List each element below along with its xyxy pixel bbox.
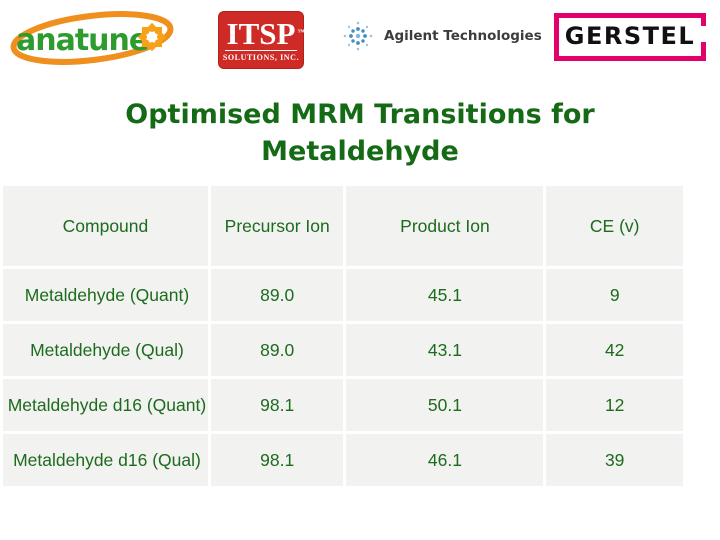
- col-header-product-ion: Product Ion: [346, 186, 544, 266]
- itsp-divider: [225, 49, 297, 51]
- itsp-name-text: ITSP: [226, 15, 296, 51]
- col-header-compound: Compound: [3, 186, 208, 266]
- cell-compound: Metaldehyde d16 (Qual): [3, 434, 208, 486]
- page-title: Optimised MRM Transitions for Metaldehyd…: [0, 96, 720, 170]
- gerstel-logo: GERSTEL: [554, 13, 706, 61]
- col-header-precursor-ion: Precursor Ion: [210, 186, 344, 266]
- gerstel-frame-left: [554, 13, 559, 61]
- mrm-transitions-table: Compound Precursor Ion Product Ion CE (v…: [0, 183, 686, 489]
- agilent-wordmark: Agilent Technologies: [384, 28, 542, 44]
- title-line-2: Metaldehyde: [261, 136, 459, 167]
- cell-precursor-ion: 89.0: [210, 324, 344, 376]
- table-row: Metaldehyde (Qual) 89.0 43.1 42: [3, 324, 683, 376]
- trademark-symbol: ™: [297, 27, 305, 36]
- cell-compound: Metaldehyde (Quant): [3, 269, 208, 321]
- gerstel-wordmark: GERSTEL: [564, 22, 696, 50]
- cell-precursor-ion: 89.0: [210, 269, 344, 321]
- itsp-logo: ITSP ™ SOLUTIONS, INC.: [218, 11, 304, 69]
- gerstel-frame-right: [701, 42, 706, 61]
- gerstel-frame-hook: [701, 13, 706, 26]
- starburst-icon: [137, 22, 167, 52]
- itsp-wordmark: ITSP ™: [226, 15, 305, 51]
- cell-ce: 39: [546, 434, 683, 486]
- gerstel-frame-top: [554, 13, 706, 18]
- gerstel-frame-bottom: [554, 56, 706, 61]
- title-line-1: Optimised MRM Transitions for: [125, 99, 595, 130]
- cell-product-ion: 46.1: [346, 434, 544, 486]
- spark-icon: [343, 21, 373, 51]
- cell-product-ion: 45.1: [346, 269, 544, 321]
- table-header-row: Compound Precursor Ion Product Ion CE (v…: [3, 186, 683, 266]
- table-row: Metaldehyde (Quant) 89.0 45.1 9: [3, 269, 683, 321]
- cell-ce: 42: [546, 324, 683, 376]
- itsp-subtext: SOLUTIONS, INC.: [222, 52, 300, 62]
- ellipse-swoosh-icon: [10, 11, 174, 65]
- anatune-logo: anatune: [10, 11, 174, 65]
- table-row: Metaldehyde d16 (Quant) 98.1 50.1 12: [3, 379, 683, 431]
- col-header-ce: CE (v): [546, 186, 683, 266]
- cell-product-ion: 50.1: [346, 379, 544, 431]
- cell-ce: 12: [546, 379, 683, 431]
- anatune-wordmark: anatune: [16, 23, 148, 58]
- cell-product-ion: 43.1: [346, 324, 544, 376]
- cell-precursor-ion: 98.1: [210, 434, 344, 486]
- cell-ce: 9: [546, 269, 683, 321]
- table-row: Metaldehyde d16 (Qual) 98.1 46.1 39: [3, 434, 683, 486]
- cell-compound: Metaldehyde d16 (Quant): [3, 379, 208, 431]
- cell-compound: Metaldehyde (Qual): [3, 324, 208, 376]
- cell-precursor-ion: 98.1: [210, 379, 344, 431]
- agilent-logo: Agilent Technologies: [340, 18, 542, 54]
